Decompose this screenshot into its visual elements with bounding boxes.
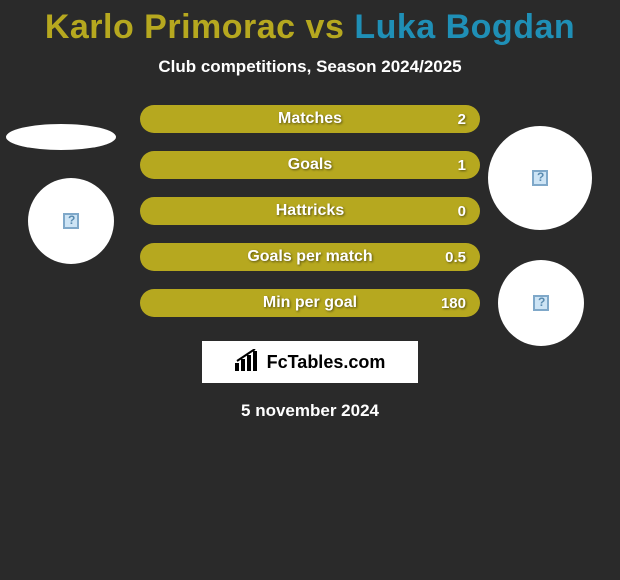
decorative-circle [488, 126, 592, 230]
logo-chart-icon [235, 349, 263, 376]
stat-value: 2 [458, 111, 466, 128]
stat-value: 0 [458, 203, 466, 220]
stat-bar: Min per goal 180 [140, 289, 480, 317]
player2-name: Luka Bogdan [354, 8, 575, 46]
stat-bar: Goals per match 0.5 [140, 243, 480, 271]
vs-text: vs [296, 8, 355, 46]
placeholder-icon [532, 170, 548, 186]
subtitle: Club competitions, Season 2024/2025 [0, 57, 620, 77]
stat-label: Goals per match [247, 248, 372, 266]
stat-label: Goals [288, 156, 332, 174]
date-text: 5 november 2024 [0, 401, 620, 421]
placeholder-icon [533, 295, 549, 311]
stat-label: Matches [278, 110, 342, 128]
player1-name: Karlo Primorac [45, 8, 296, 46]
stat-bar: Matches 2 [140, 105, 480, 133]
decorative-circle [498, 260, 584, 346]
decorative-ellipse [6, 124, 116, 150]
stat-bar: Goals 1 [140, 151, 480, 179]
stat-label: Hattricks [276, 202, 344, 220]
decorative-circle [28, 178, 114, 264]
stat-value: 1 [458, 157, 466, 174]
page-title: Karlo Primorac vs Luka Bogdan [0, 0, 620, 47]
logo-box: FcTables.com [202, 341, 418, 383]
logo-text: FcTables.com [267, 352, 386, 373]
placeholder-icon [63, 213, 79, 229]
stat-value: 180 [441, 295, 466, 312]
stat-bar: Hattricks 0 [140, 197, 480, 225]
stat-value: 0.5 [445, 249, 466, 266]
stat-label: Min per goal [263, 294, 357, 312]
